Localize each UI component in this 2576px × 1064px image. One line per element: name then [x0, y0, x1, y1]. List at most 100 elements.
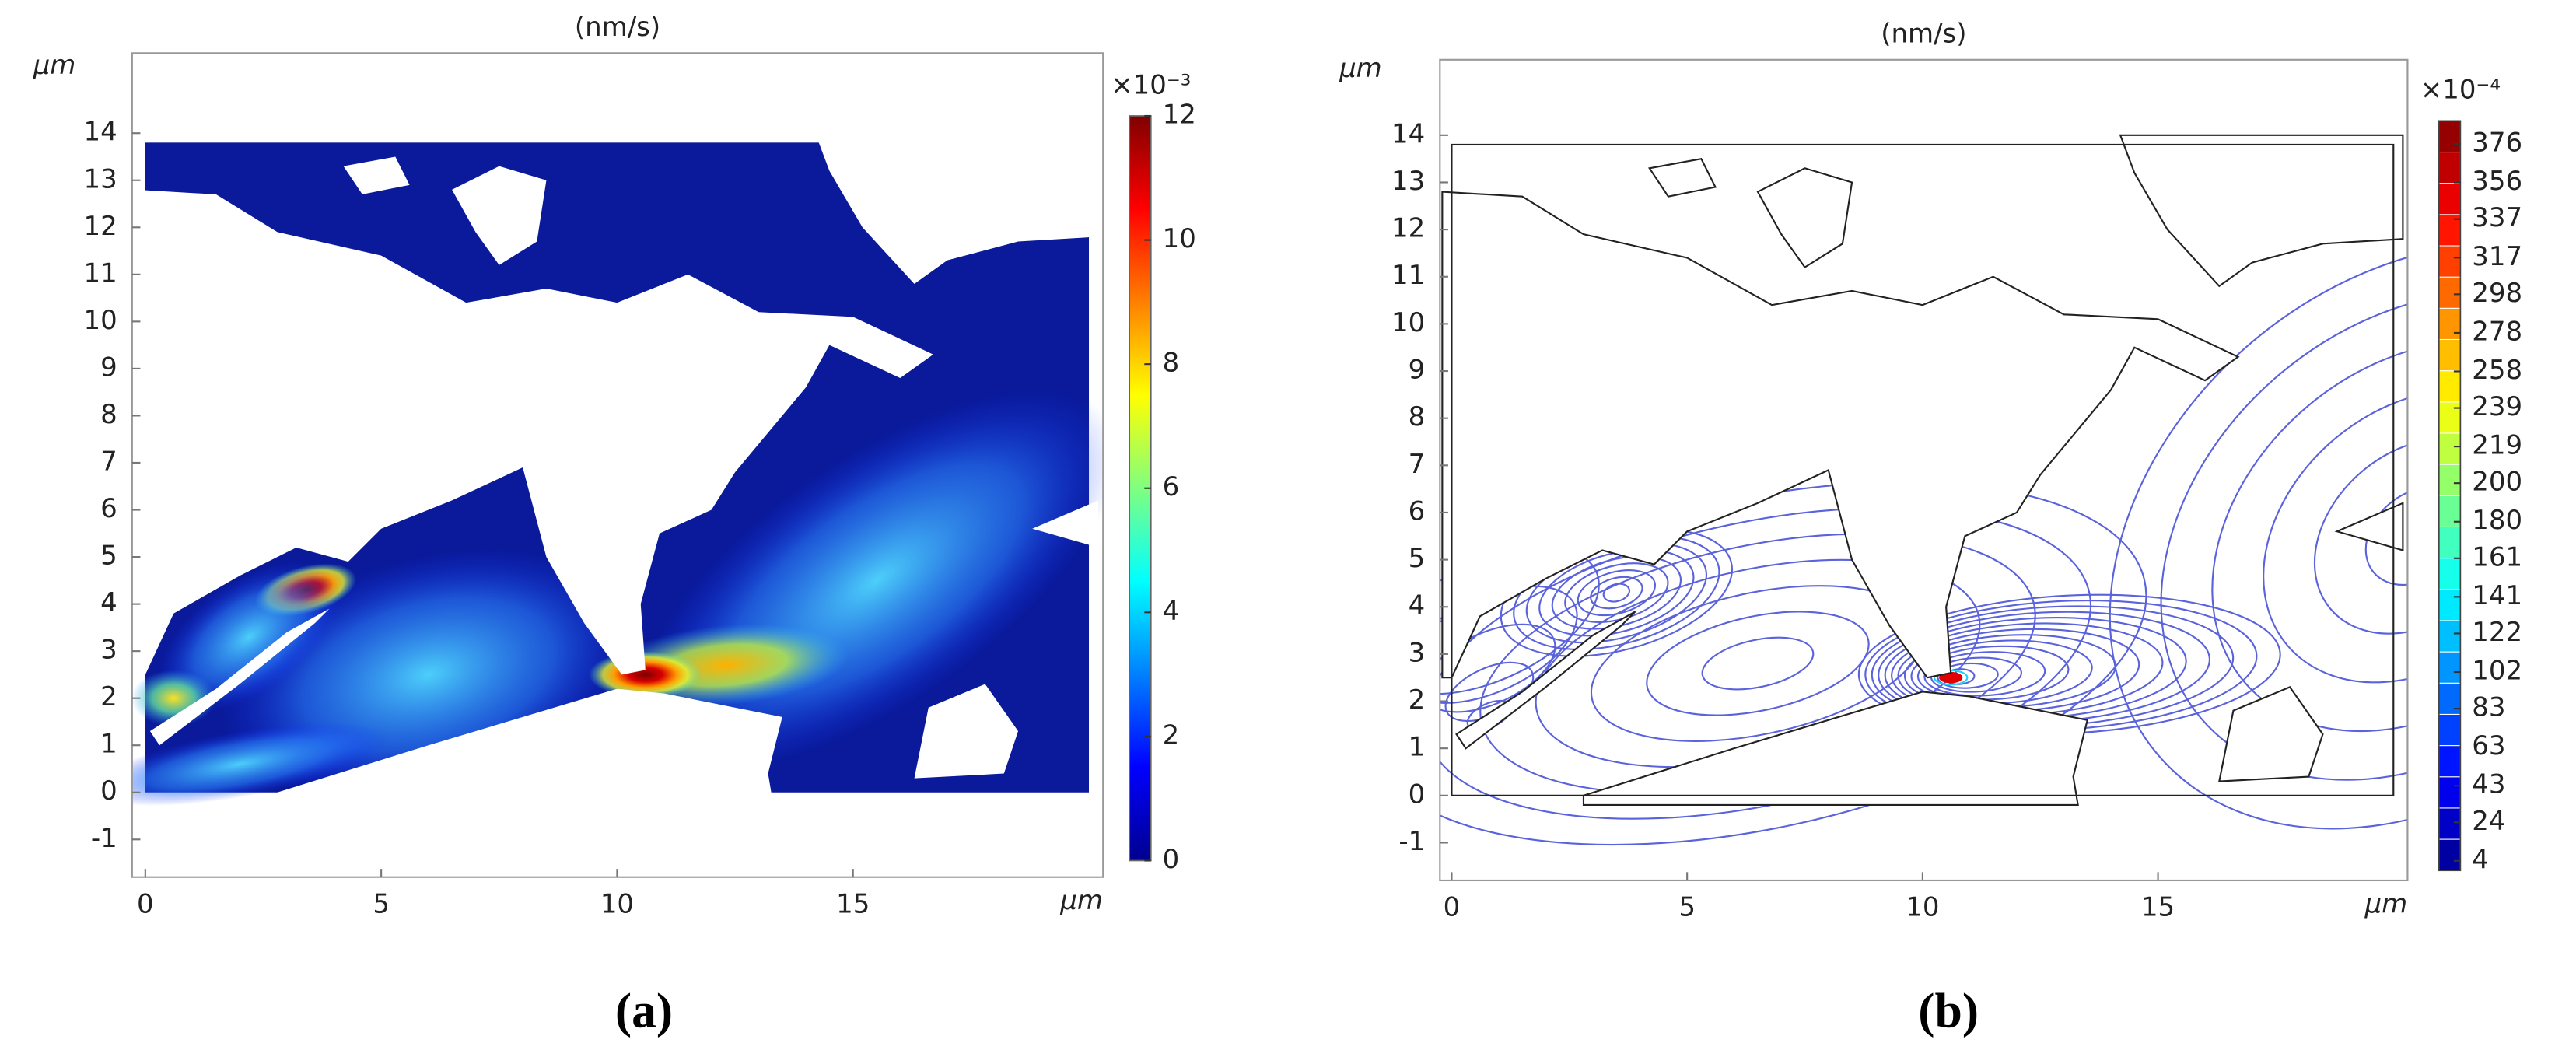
- x-axis-label: μm: [1059, 885, 1103, 916]
- x-tick-label: 10: [600, 888, 634, 919]
- x-tick-label: 5: [1678, 892, 1696, 923]
- y-tick-label: 8: [1409, 401, 1426, 432]
- y-tick-label: 10: [1391, 307, 1425, 338]
- y-tick-label: 0: [1409, 779, 1426, 810]
- colorbar-band: [2438, 620, 2461, 653]
- colorbar-tick-label: 122: [2472, 617, 2522, 648]
- y-tick-label: 13: [1391, 166, 1425, 197]
- y-tick-label: 11: [1391, 260, 1425, 291]
- y-tick-label: 6: [1409, 495, 1426, 527]
- colorbar-band: [2438, 776, 2461, 809]
- colorbar-tick-label: 219: [2472, 430, 2522, 461]
- y-tick-label: 3: [100, 635, 117, 666]
- contour-line: [2160, 291, 2408, 781]
- land: [149, 608, 330, 746]
- colorbar-tick-label: 376: [2472, 128, 2522, 159]
- colorbar-band: [2438, 183, 2461, 215]
- y-tick-label: 10: [84, 305, 117, 336]
- colorbar-tick-label: 180: [2472, 505, 2522, 536]
- colorbar-band: [2438, 245, 2461, 278]
- colorbar-band: [2438, 807, 2461, 840]
- y-tick-label: 7: [1409, 449, 1426, 480]
- colorbar-tick-label: 337: [2472, 202, 2522, 233]
- colorbar-tick-label: 278: [2472, 316, 2522, 347]
- colorbar-tick-label: 4: [1163, 596, 1180, 627]
- y-tick-label: 5: [1409, 543, 1426, 574]
- colorbar-band: [2438, 651, 2461, 684]
- x-tick-label: 15: [836, 888, 870, 919]
- colorbar-tick-label: 4: [2472, 844, 2489, 875]
- coastline: [1455, 611, 1636, 750]
- contour-line: [1538, 548, 1695, 637]
- colorbar-tick-label: 12: [1163, 99, 1196, 130]
- panel-label: (b): [1918, 983, 1979, 1038]
- colorbar-tick-label: 8: [1163, 348, 1180, 379]
- colorbar-band: [2438, 120, 2461, 153]
- field-glow: [131, 722, 389, 807]
- colorbar-tick-label: 2: [1163, 719, 1180, 751]
- colorbar-band: [2438, 307, 2461, 341]
- land: [135, 189, 933, 675]
- y-tick-label: 6: [100, 493, 117, 524]
- colorbar-band: [2438, 370, 2461, 403]
- colorbar-tick-label: 258: [2472, 355, 2522, 386]
- axes-frame: [1439, 58, 2409, 882]
- colorbar-tick-label: 356: [2472, 166, 2522, 197]
- colorbar-tick-label: 102: [2472, 656, 2522, 687]
- colorbar-tick-label: 239: [2472, 391, 2522, 422]
- chart-title: (nm/s): [575, 12, 660, 43]
- colorbar-tick-label: 83: [2472, 692, 2505, 723]
- contour-line: [1590, 576, 1643, 610]
- colorbar-band: [2438, 526, 2461, 559]
- y-tick-label: 12: [1391, 213, 1425, 244]
- colorbar-band: [2438, 838, 2461, 871]
- colorbar-tick-label: 6: [1163, 471, 1180, 502]
- coastline: [1756, 167, 1853, 269]
- coastline: [1582, 691, 2089, 807]
- colorbar-band: [2438, 432, 2461, 465]
- colorbar-tick-label: 317: [2472, 241, 2522, 272]
- land: [277, 688, 782, 802]
- y-tick-label: 3: [1409, 637, 1426, 668]
- y-tick-label: 12: [84, 211, 117, 242]
- coastline: [1647, 157, 1717, 198]
- y-tick-label: 4: [1409, 590, 1426, 621]
- contour-line: [2364, 486, 2408, 586]
- y-tick-label: 9: [1409, 355, 1426, 386]
- y-tick-label: 14: [84, 117, 117, 148]
- x-tick-label: 15: [2141, 892, 2175, 923]
- colorbar-label: ×10⁻⁴: [2420, 75, 2501, 106]
- contour-line: [2211, 340, 2408, 733]
- colorbar-tick-label: 10: [1163, 223, 1196, 254]
- colorbar-tick-label: 0: [1163, 844, 1180, 875]
- y-tick-label: 7: [100, 446, 117, 477]
- panel-label: (a): [615, 983, 673, 1038]
- colorbar-band: [2438, 745, 2461, 778]
- colorbar-tick-label: 141: [2472, 580, 2522, 611]
- colorbar-band: [2438, 589, 2461, 621]
- plot-area: [131, 133, 1104, 807]
- x-axis-label: μm: [2364, 888, 2408, 919]
- land: [343, 156, 410, 194]
- contour-line: [1701, 636, 1815, 691]
- y-tick-label: 1: [1409, 732, 1426, 763]
- domain-outline: [1451, 143, 2395, 796]
- land: [914, 684, 1019, 779]
- field-glow: [158, 562, 341, 712]
- y-tick-label: 14: [1391, 118, 1425, 149]
- colorbar-tick-label: 63: [2472, 730, 2505, 761]
- contour-line: [2313, 437, 2408, 635]
- contour-line: [1923, 651, 2046, 697]
- y-tick-label: 11: [84, 257, 117, 289]
- colorbar-tick-label: 200: [2472, 467, 2522, 498]
- chart-title: (nm/s): [1881, 18, 1966, 49]
- colorbar-tick-label: 298: [2472, 278, 2522, 309]
- y-tick-label: 8: [100, 399, 117, 430]
- land: [1032, 500, 1099, 548]
- x-tick-label: 0: [137, 888, 154, 919]
- x-tick-label: 10: [1906, 892, 1939, 923]
- colorbar-tick-label: 24: [2472, 806, 2505, 837]
- x-tick-label: 5: [373, 888, 390, 919]
- contour-line: [1602, 583, 1631, 603]
- colorbar-tick-label: 43: [2472, 769, 2505, 800]
